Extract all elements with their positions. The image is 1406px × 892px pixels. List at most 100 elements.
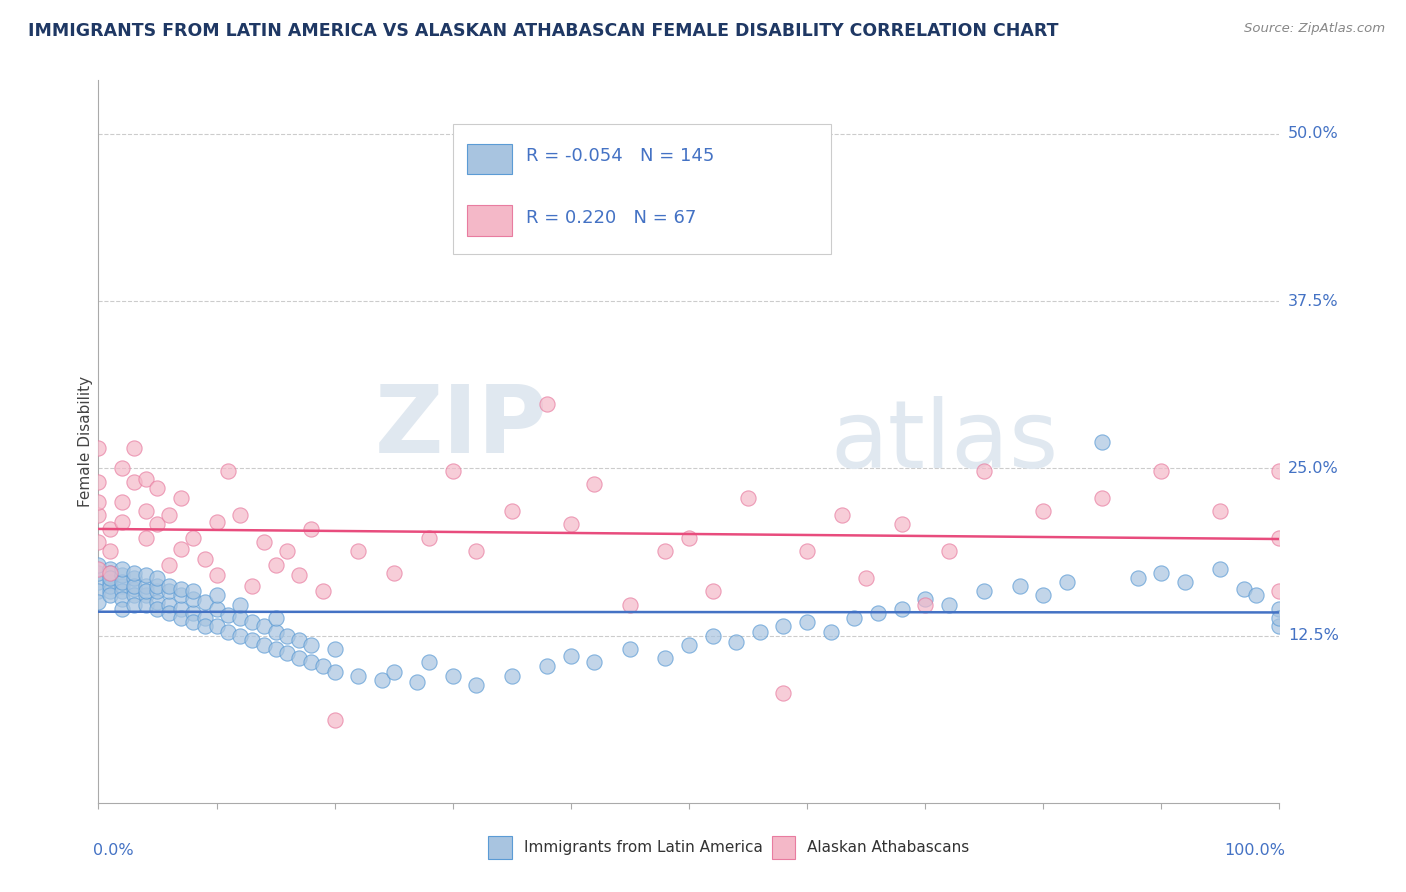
Point xyxy=(1233,582,1256,596)
Point xyxy=(299,521,322,535)
Point xyxy=(890,602,912,616)
Point xyxy=(229,508,252,523)
Point xyxy=(866,606,889,620)
Point xyxy=(135,568,157,582)
Point xyxy=(973,464,995,478)
Point xyxy=(240,579,263,593)
Point xyxy=(288,632,311,647)
Point xyxy=(772,686,794,700)
Point xyxy=(1268,602,1291,616)
Point xyxy=(157,606,180,620)
Point xyxy=(347,544,370,558)
Point xyxy=(276,544,298,558)
Text: 37.5%: 37.5% xyxy=(1288,293,1339,309)
Point xyxy=(1150,566,1173,580)
Point xyxy=(87,562,110,576)
Point xyxy=(98,571,121,585)
Point xyxy=(194,611,217,625)
Point xyxy=(157,579,180,593)
Point xyxy=(122,589,145,603)
Point xyxy=(264,558,287,572)
Point xyxy=(135,598,157,612)
Point xyxy=(170,611,193,625)
Point xyxy=(135,504,157,518)
Text: Alaskan Athabascans: Alaskan Athabascans xyxy=(807,840,969,855)
Point xyxy=(831,508,853,523)
Point xyxy=(146,595,169,609)
Point xyxy=(217,608,239,623)
Point xyxy=(1032,504,1054,518)
Y-axis label: Female Disability: Female Disability xyxy=(77,376,93,508)
Point xyxy=(146,579,169,593)
Point xyxy=(253,534,276,549)
Point xyxy=(229,598,252,612)
Point xyxy=(98,521,121,535)
Point xyxy=(146,482,169,496)
Text: 50.0%: 50.0% xyxy=(1288,127,1339,141)
Point xyxy=(678,531,700,545)
Point xyxy=(87,575,110,590)
Point xyxy=(122,442,145,455)
Point xyxy=(111,494,134,508)
Point xyxy=(157,558,180,572)
Point xyxy=(217,624,239,639)
FancyBboxPatch shape xyxy=(772,836,796,859)
Point xyxy=(1032,589,1054,603)
Point xyxy=(855,571,877,585)
Point xyxy=(157,584,180,599)
Point xyxy=(111,562,134,576)
Point xyxy=(1268,611,1291,625)
Point xyxy=(973,584,995,599)
Point xyxy=(122,566,145,580)
Point xyxy=(560,517,582,532)
Text: IMMIGRANTS FROM LATIN AMERICA VS ALASKAN ATHABASCAN FEMALE DISABILITY CORRELATIO: IMMIGRANTS FROM LATIN AMERICA VS ALASKAN… xyxy=(28,22,1059,40)
Point xyxy=(264,642,287,657)
Point xyxy=(170,589,193,603)
Point xyxy=(98,584,121,599)
Text: 0.0%: 0.0% xyxy=(93,843,134,857)
Point xyxy=(240,632,263,647)
Point xyxy=(536,659,558,673)
Point xyxy=(890,517,912,532)
Point xyxy=(170,602,193,616)
Point xyxy=(654,544,676,558)
Point xyxy=(748,624,770,639)
Point xyxy=(583,477,606,491)
Point xyxy=(371,673,394,687)
Point xyxy=(725,635,748,649)
Point xyxy=(737,491,759,505)
Text: 25.0%: 25.0% xyxy=(1288,461,1339,475)
Point xyxy=(418,655,440,669)
Point xyxy=(98,575,121,590)
Point xyxy=(181,531,204,545)
Point xyxy=(299,638,322,652)
Point xyxy=(1008,579,1031,593)
Point xyxy=(323,665,346,679)
Point xyxy=(288,568,311,582)
Point xyxy=(796,544,818,558)
Point xyxy=(194,595,217,609)
Point xyxy=(1209,504,1232,518)
Point xyxy=(111,592,134,607)
Point xyxy=(98,562,121,576)
Point xyxy=(146,517,169,532)
Point xyxy=(217,464,239,478)
Point xyxy=(205,568,228,582)
Point xyxy=(87,475,110,489)
Point xyxy=(87,584,110,599)
Point xyxy=(347,669,370,683)
Point xyxy=(914,598,936,612)
Point xyxy=(181,592,204,607)
Point xyxy=(181,584,204,599)
Text: atlas: atlas xyxy=(831,395,1059,488)
Point xyxy=(87,558,110,572)
Point xyxy=(501,504,523,518)
Point xyxy=(181,606,204,620)
Text: ZIP: ZIP xyxy=(374,381,547,473)
Point xyxy=(87,442,110,455)
Point xyxy=(583,655,606,669)
Point xyxy=(122,475,145,489)
Point xyxy=(98,568,121,582)
Point xyxy=(111,602,134,616)
Point xyxy=(1268,531,1291,545)
